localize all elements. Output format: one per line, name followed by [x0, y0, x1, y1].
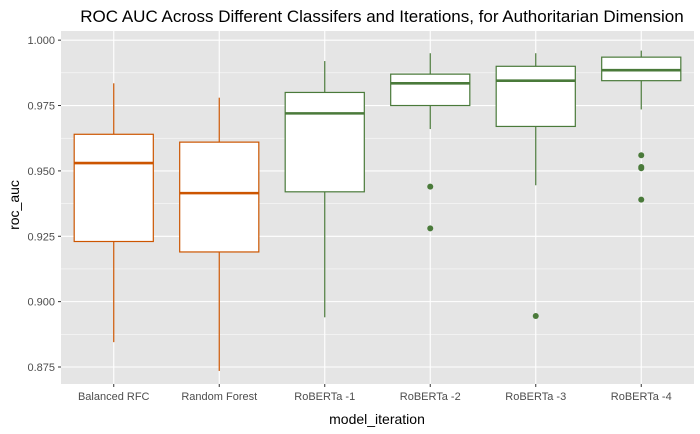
chart-title: ROC AUC Across Different Classifers and …: [80, 7, 683, 26]
y-tick-label: 0.950: [27, 166, 55, 178]
box-group: [179, 97, 260, 371]
box-body: [73, 133, 154, 243]
x-tick-label: RoBERTa -1: [294, 391, 355, 403]
outlier-point: [638, 165, 645, 172]
outlier-point: [638, 152, 645, 159]
x-tick-label: RoBERTa -2: [400, 391, 461, 403]
outlier-point: [427, 225, 434, 232]
box-group: [73, 83, 154, 343]
box-group: [390, 53, 471, 232]
box-body: [495, 65, 576, 128]
box-group: [495, 53, 576, 320]
y-tick-label: 1.000: [27, 35, 55, 47]
box-body: [390, 73, 471, 107]
box-body: [179, 141, 260, 253]
y-axis-title: roc_auc: [6, 180, 22, 230]
plot-panel: [61, 31, 694, 384]
axis-layer: 0.875 0.900 0.925 0.950 0.975 1.000 Balanced R…: [27, 35, 671, 403]
y-tick-label: 0.900: [27, 297, 55, 309]
outlier-point: [427, 183, 434, 190]
outlier-point: [532, 313, 539, 320]
x-axis-title: model_iteration: [329, 411, 425, 427]
y-tick-label: 0.925: [27, 231, 55, 243]
y-tick-label: 0.975: [27, 101, 55, 113]
box-layer: [73, 50, 682, 371]
box-body: [284, 91, 365, 193]
y-tick-label: 0.875: [27, 362, 55, 374]
box-body: [601, 56, 682, 82]
x-tick-label: RoBERTa -4: [611, 391, 672, 403]
box-group: [284, 61, 365, 318]
x-tick-label: RoBERTa -3: [505, 391, 566, 403]
x-tick-label: Random Forest: [181, 391, 257, 403]
outlier-point: [638, 196, 645, 203]
x-tick-label: Balanced RFC: [78, 391, 150, 403]
box-group: [601, 50, 682, 203]
